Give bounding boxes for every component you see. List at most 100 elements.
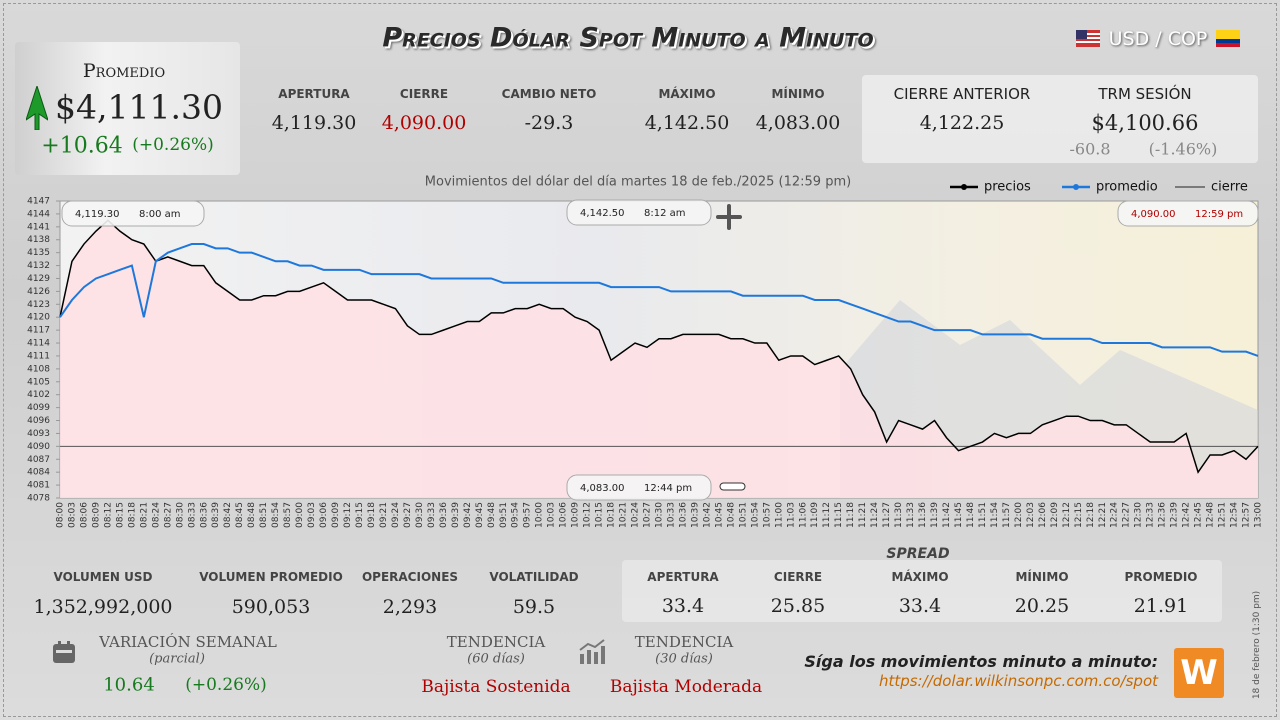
stat-label: CIERRE	[399, 87, 449, 101]
pair: USD / COP	[1108, 28, 1208, 50]
x-tick-label: 11:09	[810, 502, 820, 528]
volume-value: 590,053	[231, 596, 311, 618]
volume-label: VOLUMEN PROMEDIO	[199, 570, 343, 584]
stat-value: 4,119.30	[271, 112, 357, 134]
x-tick-label: 09:36	[439, 502, 449, 528]
footer-url[interactable]: https://dolar.wilkinsonpc.com.co/spot	[878, 672, 1158, 690]
y-tick-label: 4093	[27, 429, 50, 439]
volume-label: OPERACIONES	[361, 570, 459, 584]
chart: Movimientos del dólar del día martes 18 …	[27, 175, 1264, 528]
x-tick-label: 10:15	[595, 502, 605, 528]
annotation-time: 8:12 am	[644, 208, 686, 219]
x-tick-label: 12:27	[1122, 502, 1132, 528]
y-tick-label: 4120	[27, 313, 50, 323]
x-tick-label: 11:42	[942, 502, 952, 528]
x-tick-label: 10:06	[559, 502, 569, 528]
summary-change: +10.64	[41, 133, 123, 159]
y-tick-label: 4117	[27, 326, 50, 336]
x-tick-label: 09:00	[295, 502, 305, 528]
x-tick-label: 11:12	[822, 502, 832, 528]
x-tick-label: 10:48	[726, 502, 736, 528]
spread-label: PROMEDIO	[1124, 570, 1198, 584]
y-tick-label: 4132	[27, 261, 50, 271]
x-tick-label: 10:36	[678, 502, 688, 528]
x-tick-label: 12:21	[1098, 502, 1108, 528]
trend-label: TENDENCIA	[446, 633, 546, 651]
y-tick-label: 4147	[27, 197, 50, 207]
summary-label: Promedio	[82, 60, 166, 82]
annotation-box	[61, 200, 205, 227]
x-tick-label: 12:51	[1218, 502, 1228, 528]
x-tick-label: 08:48	[247, 502, 257, 528]
logo[interactable]: W	[1174, 648, 1224, 698]
legend-dot	[1073, 184, 1079, 190]
annotation-box	[566, 474, 712, 501]
prev-close-value: 4,122.25	[919, 112, 1005, 134]
x-tick-label: 09:27	[403, 502, 413, 528]
annotation-value: 4,090.00	[1131, 209, 1176, 220]
y-tick-label: 4126	[27, 287, 50, 297]
x-tick-label: 11:48	[966, 502, 976, 528]
x-tick-label: 11:24	[870, 502, 880, 528]
us-flag	[1076, 30, 1100, 47]
calendar-icon	[53, 641, 75, 663]
trend-period: (30 días)	[655, 651, 713, 667]
previous-box	[862, 75, 1258, 163]
summary-box	[15, 42, 240, 175]
x-tick-label: 12:39	[1170, 502, 1180, 528]
y-tick-label: 4141	[27, 222, 50, 232]
scroll-pill	[719, 482, 746, 491]
x-tick-label: 08:51	[259, 502, 269, 528]
x-tick-label: 08:30	[175, 502, 185, 528]
spread-value: 25.85	[770, 595, 826, 617]
x-tick-label: 10:51	[738, 502, 748, 528]
y-tick-label: 4105	[27, 377, 50, 387]
x-tick-label: 13:00	[1254, 502, 1264, 528]
x-tick-label: 08:33	[187, 502, 197, 528]
x-tick-label: 11:30	[894, 502, 904, 528]
x-tick-label: 12:45	[1194, 502, 1204, 528]
co-flag	[1216, 30, 1240, 47]
annotation-box	[1117, 200, 1259, 227]
frame	[3, 3, 1277, 717]
prev-close-label: CIERRE ANTERIOR	[893, 85, 1031, 103]
x-tick-label: 08:36	[199, 502, 209, 528]
x-tick-label: 10:27	[643, 502, 653, 528]
x-tick-label: 08:54	[271, 502, 281, 528]
x-tick-label: 10:42	[702, 502, 712, 528]
trend-icon	[579, 639, 605, 664]
title: Precios Dólar Spot Minuto a Minuto	[382, 22, 874, 54]
weekly-note: (parcial)	[149, 651, 205, 667]
x-tick-label: 08:03	[67, 502, 77, 528]
legend-label: cierre	[1211, 180, 1248, 195]
x-tick-label: 10:33	[666, 502, 676, 528]
x-tick-label: 12:24	[1110, 502, 1120, 528]
x-tick-label: 08:15	[115, 502, 125, 528]
x-tick-label: 08:12	[103, 502, 113, 528]
x-tick-label: 09:15	[355, 502, 365, 528]
stat-label: MÁXIMO	[658, 87, 716, 101]
summary-value: $4,111.30	[55, 87, 223, 127]
annotation-value: 4,142.50	[580, 208, 625, 219]
series-line	[59, 219, 1259, 474]
x-tick-label: 11:33	[906, 502, 916, 528]
x-tick-label: 09:30	[415, 502, 425, 528]
x-tick-label: 10:30	[655, 502, 665, 528]
x-tick-label: 11:54	[990, 502, 1000, 528]
stat-value: -29.3	[524, 112, 574, 134]
spread-label: CIERRE	[773, 570, 823, 584]
x-tick-label: 11:45	[954, 502, 964, 528]
stat-label: MÍNIMO	[771, 87, 825, 101]
x-tick-label: 12:48	[1206, 502, 1216, 528]
x-tick-label: 09:57	[523, 502, 533, 528]
x-tick-label: 09:54	[511, 502, 521, 528]
y-tick-label: 4078	[27, 494, 50, 504]
spread-title: SPREAD	[886, 546, 950, 562]
spread-label: APERTURA	[647, 570, 719, 584]
y-tick-label: 4135	[27, 248, 50, 258]
stat-label: APERTURA	[278, 87, 350, 101]
footer-text: Síga los movimientos minuto a minuto:	[804, 652, 1158, 671]
x-tick-label: 10:39	[690, 502, 700, 528]
spread-value: 33.4	[661, 595, 705, 617]
y-tick-label: 4087	[27, 455, 50, 465]
